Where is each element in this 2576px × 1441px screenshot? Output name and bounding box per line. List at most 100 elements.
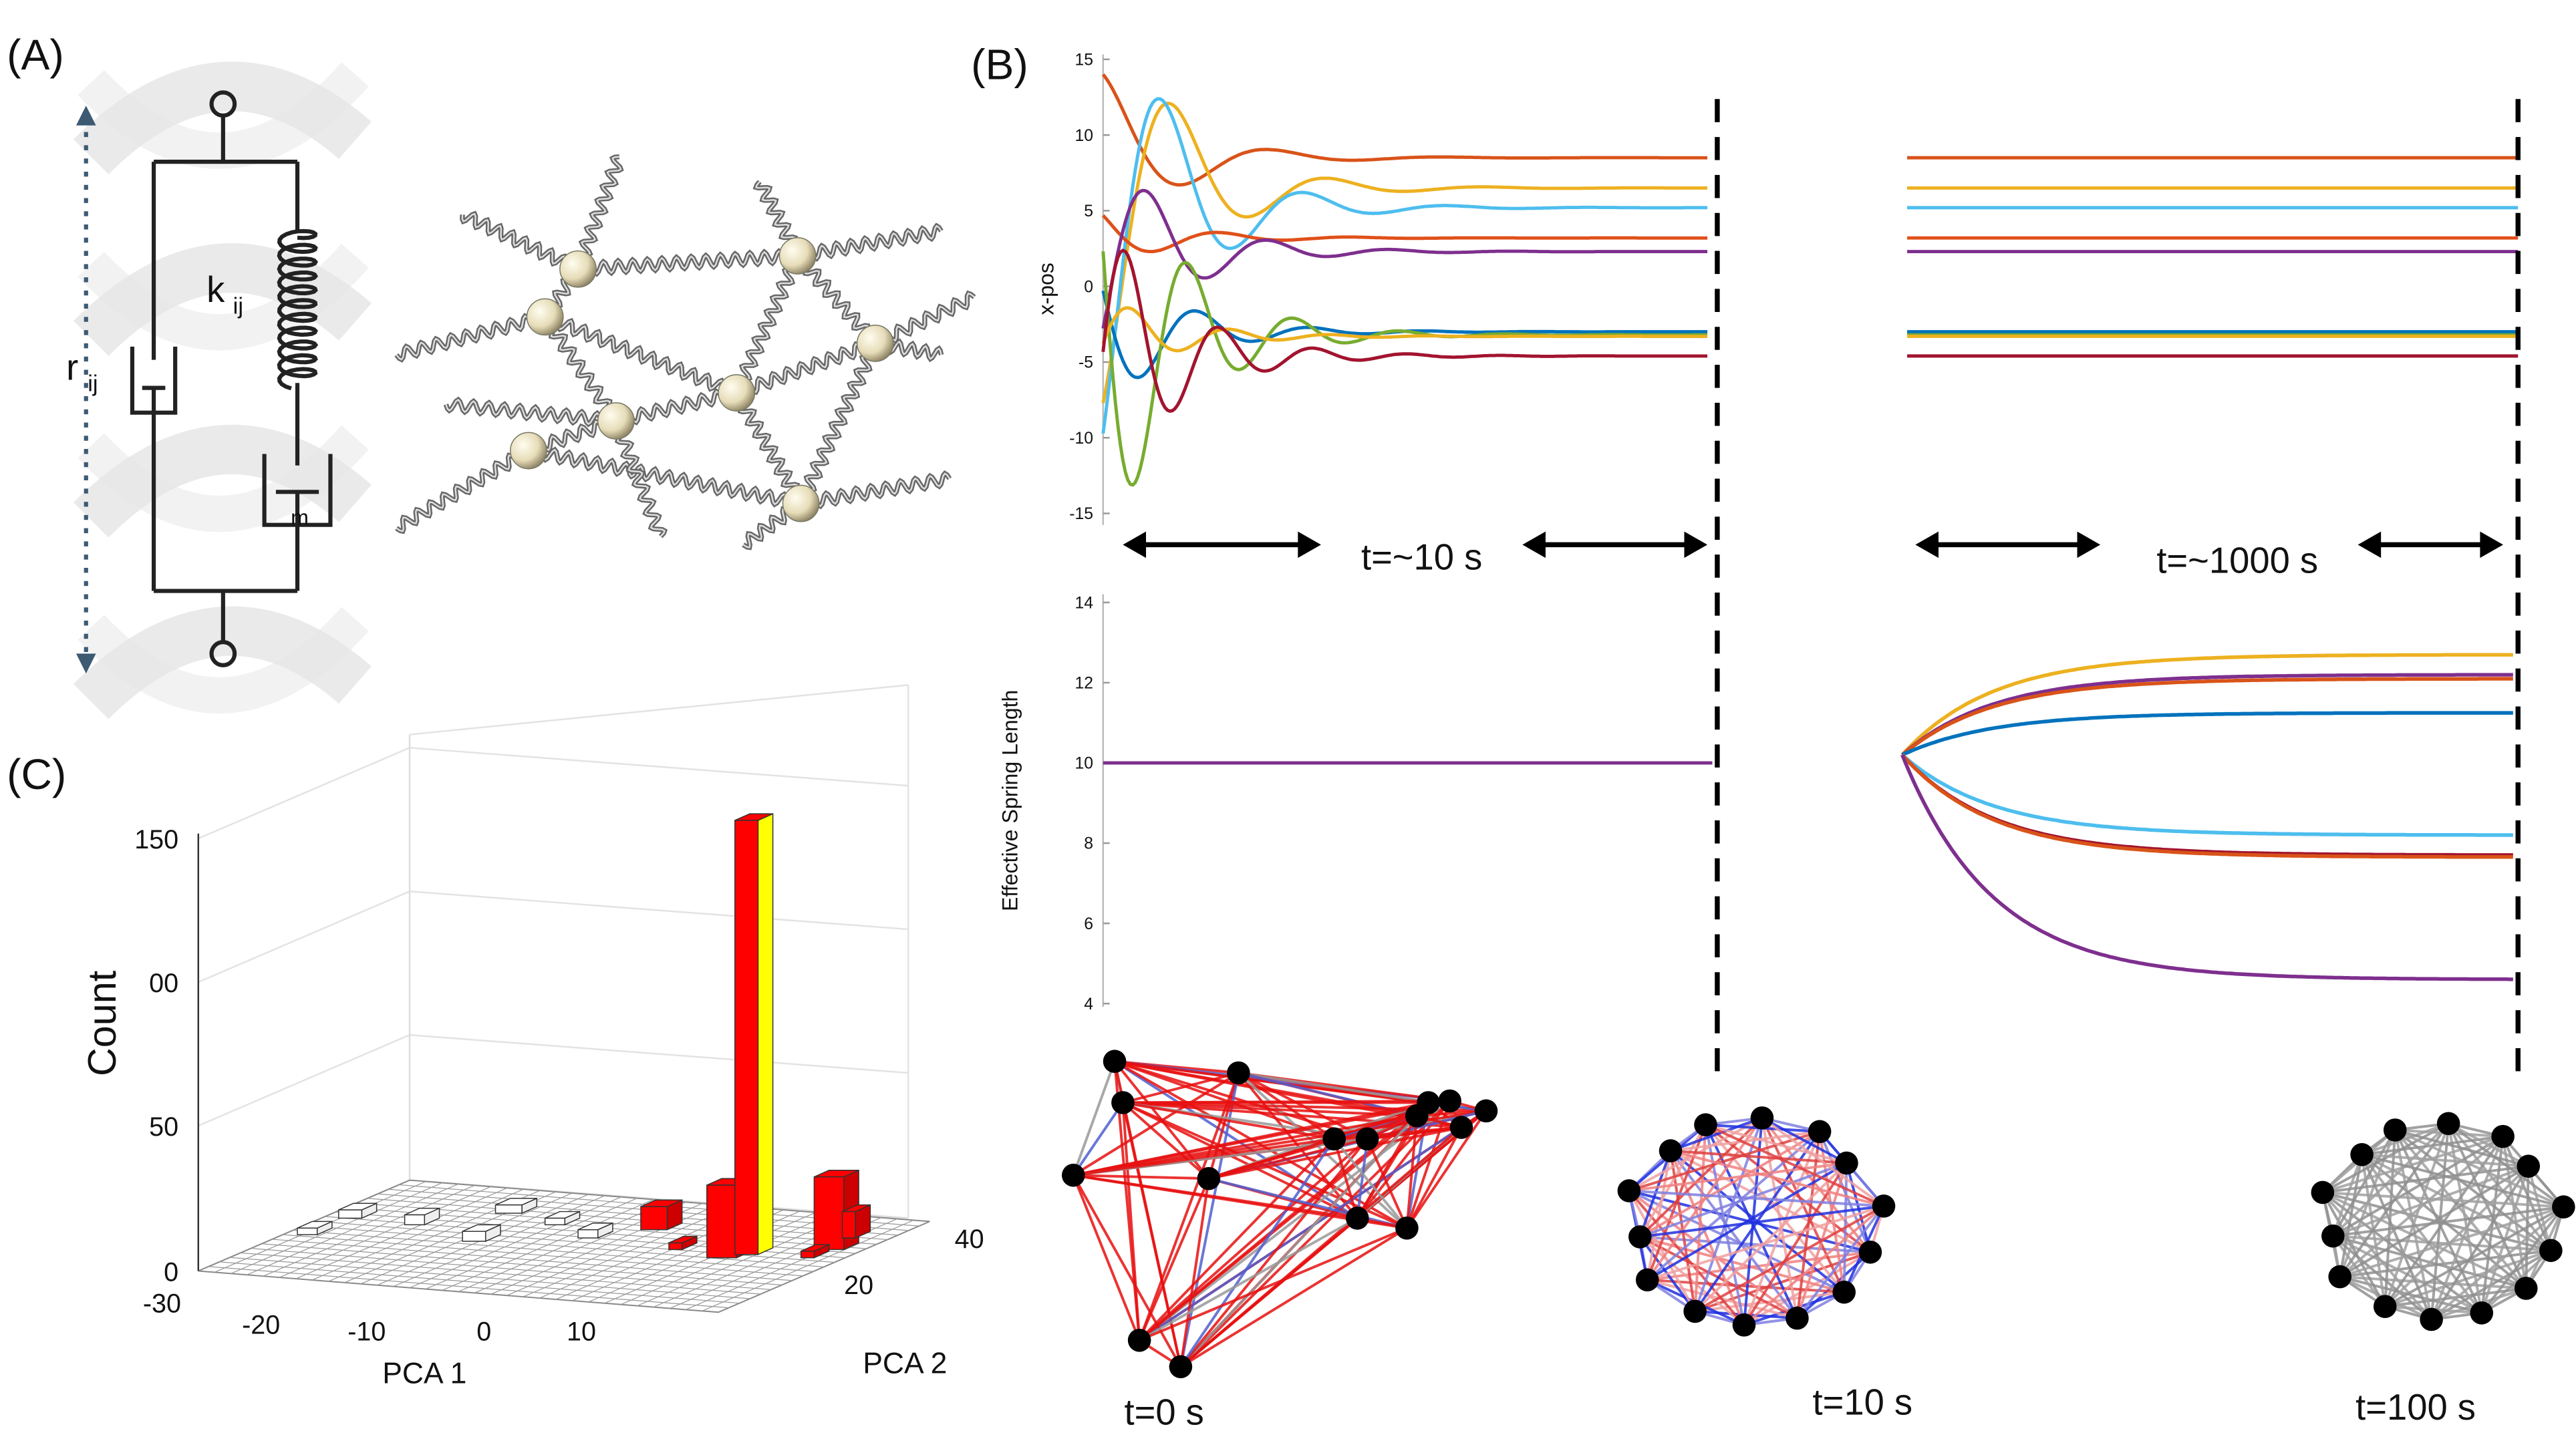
edge [1072,1102,1125,1176]
label: 6 [1084,915,1093,933]
edge [1114,1060,1417,1118]
edge [1405,1110,1487,1229]
edge [1208,1126,1462,1180]
floor-grid [272,1239,793,1281]
edge [1333,1138,1408,1229]
label: t=0 s [1125,1392,1204,1432]
label: t=~1000 s [2156,540,2318,581]
bar-front [813,1176,845,1251]
edge [1072,1174,1141,1341]
spring-length [1900,754,2513,981]
edge [1072,1072,1240,1176]
circuit [130,115,333,643]
chain-highlight [396,446,529,532]
node [2514,1277,2538,1300]
edge [1628,1189,1871,1254]
edge [1121,1102,1141,1341]
edge [1638,1150,1672,1238]
node [1345,1207,1369,1230]
bar-front [841,1211,856,1239]
node [2383,1118,2407,1142]
edge [1761,1116,1848,1164]
node [2552,1195,2575,1219]
edge [1640,1205,1884,1239]
edge [1179,1138,1369,1368]
edge [2527,1166,2553,1251]
edge [2361,1122,2449,1156]
edge [2332,1135,2504,1237]
trajectory [1101,97,1708,434]
edge [1845,1162,1872,1253]
edge [1405,1126,1463,1229]
edge [1139,1227,1408,1342]
label: -10 [347,1317,386,1346]
edge [1670,1149,1884,1208]
chain-highlight [541,316,619,422]
node [1872,1194,1896,1218]
edge [1694,1205,1884,1313]
edge [2362,1153,2564,1209]
chain-highlight [544,314,738,395]
chain-highlight [461,212,579,271]
node [1322,1127,1346,1151]
label: k [206,269,225,310]
edge [2394,1129,2527,1289]
helix-band [78,425,369,532]
chain-highlight [799,342,877,504]
edge [1207,1072,1240,1179]
edge [1179,1100,1451,1368]
edge [1693,1124,1707,1312]
edge [1646,1150,1672,1281]
label: 0 [164,1257,178,1287]
bar-front [494,1204,523,1214]
node [1785,1306,1809,1330]
edge [2322,1135,2504,1194]
bar-side [757,812,774,1255]
node [1169,1355,1193,1379]
label: PCA 1 [382,1357,466,1390]
edge [2384,1123,2450,1307]
label: -15 [1069,505,1093,523]
chain-highlight [577,249,799,276]
edge [1743,1131,1821,1326]
edge [2384,1205,2565,1308]
edge [1138,1178,1210,1341]
edge [1628,1190,1697,1312]
arrow-head [76,653,96,674]
node [1659,1139,1683,1162]
bar-front [404,1214,426,1226]
edge [1670,1116,1763,1152]
spring-length [1900,673,2513,756]
node [1858,1241,1882,1264]
label: ij [88,371,98,397]
arrow-head [1123,531,1321,558]
edge [1073,1137,1334,1177]
trajectory [1101,251,1708,487]
node [1197,1166,1221,1190]
edge [1123,1101,1417,1118]
node [1628,1225,1652,1249]
node [1405,1104,1429,1128]
chain-highlight [732,392,805,504]
helix-band [78,243,369,351]
label: PCA 2 [863,1347,947,1380]
label: 0 [476,1317,491,1346]
bead [526,298,564,336]
floor-grid [293,1229,814,1272]
label: 0 [1084,278,1093,296]
floor-grid [240,1252,761,1295]
floor-grid [208,1266,729,1309]
label: -20 [242,1310,280,1339]
label: ij [233,293,243,319]
edge [1705,1123,1884,1208]
edge [1138,1138,1336,1341]
edge [1123,1100,1450,1104]
bar-front [734,820,759,1255]
edge [1113,1060,1358,1220]
chain-highlight [611,420,666,537]
bar-front [577,1229,599,1239]
edge [1628,1189,1845,1293]
label: (A) [7,31,64,79]
node [1617,1179,1641,1203]
chain-highlight [527,446,802,508]
